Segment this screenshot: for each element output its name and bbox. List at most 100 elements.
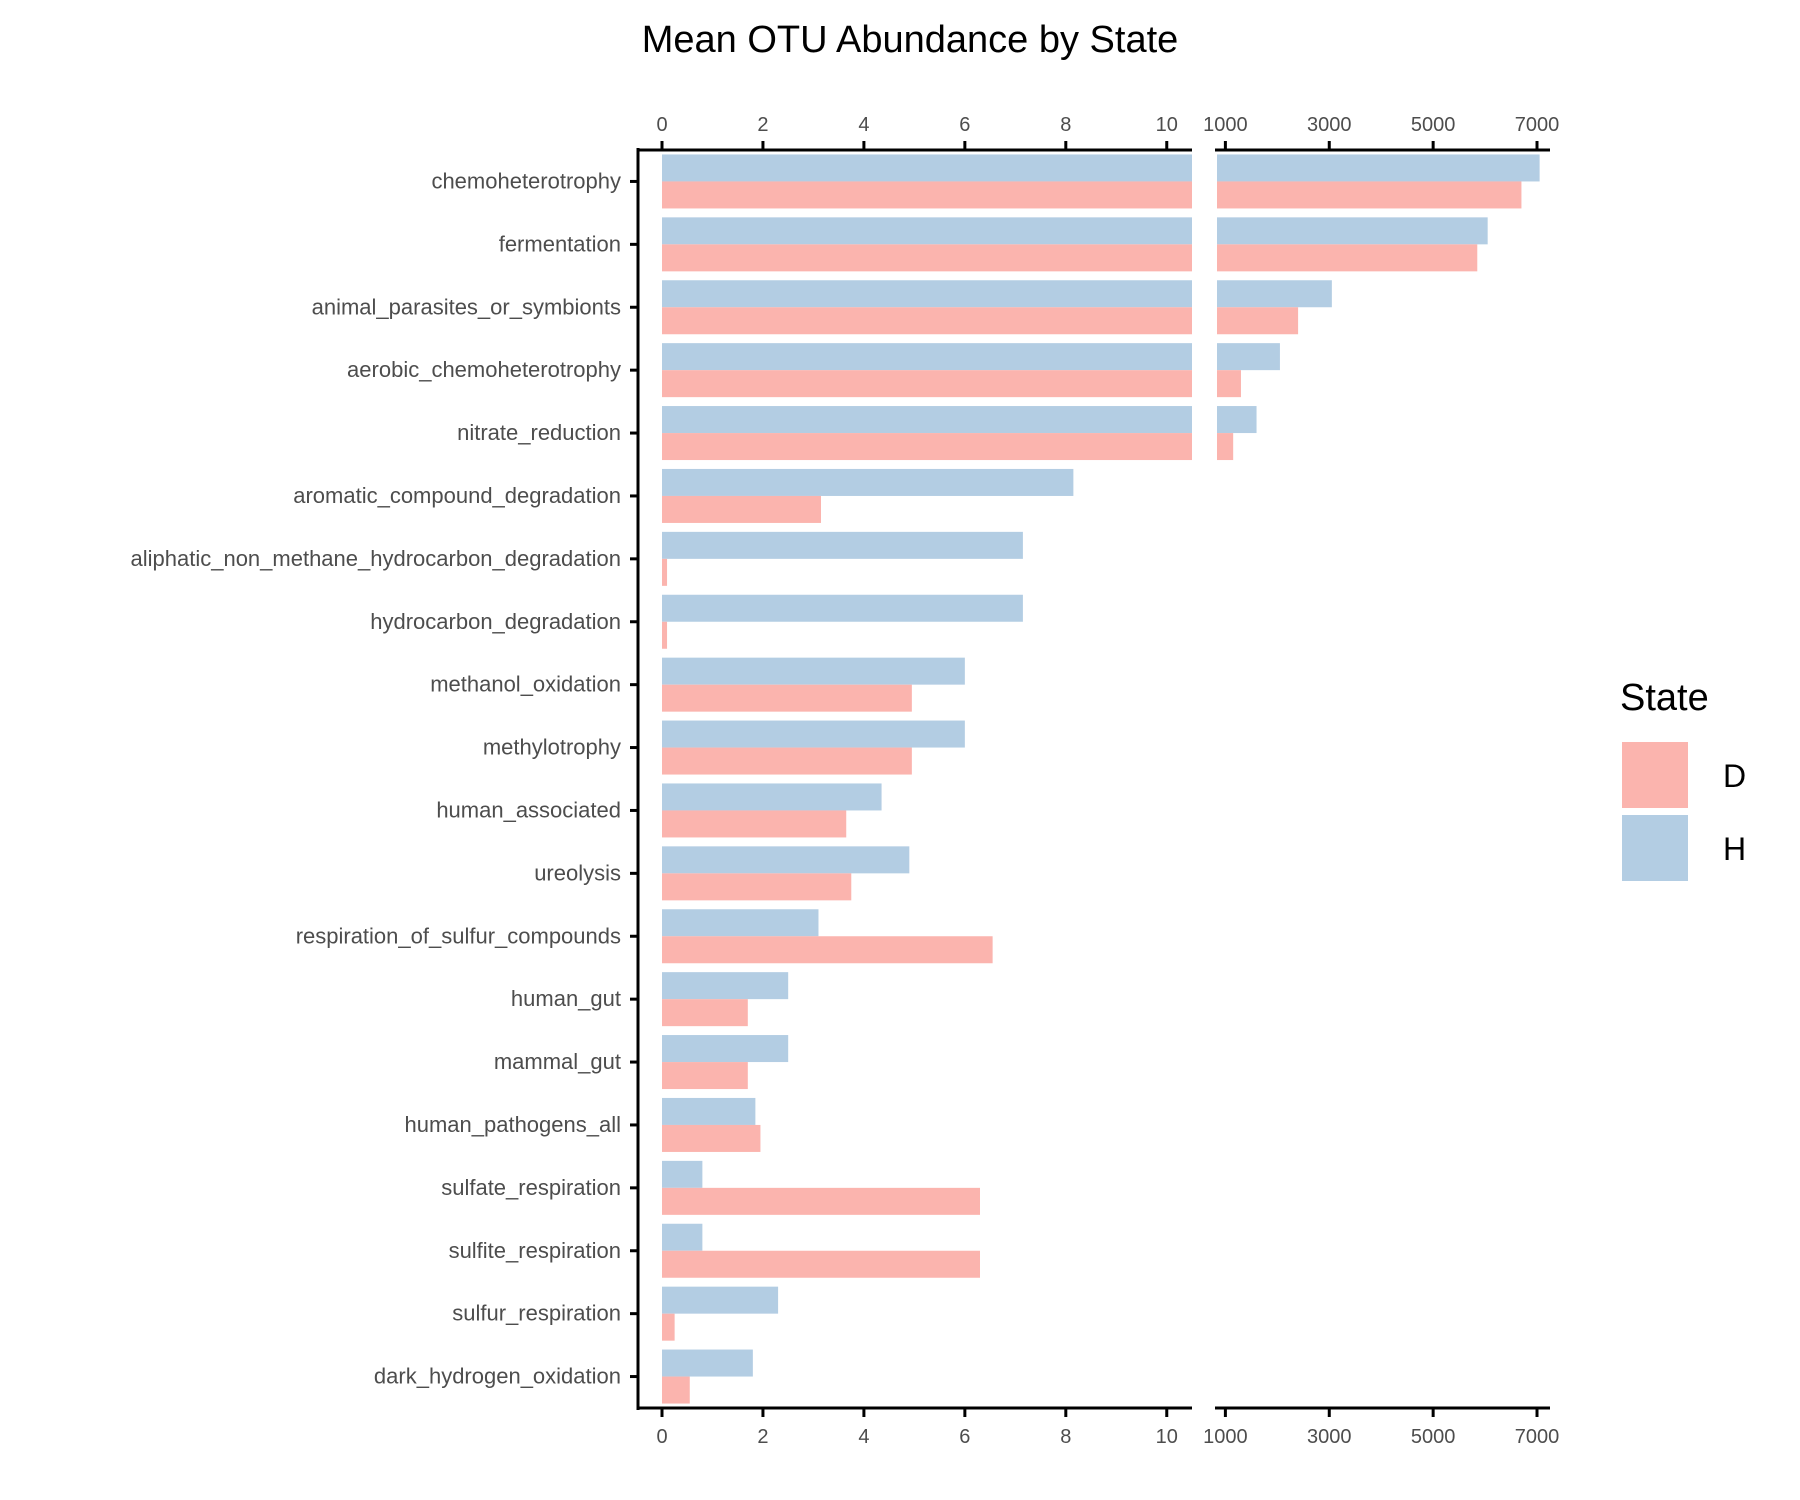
bar-d-aromatic-compound-degradation xyxy=(662,495,821,523)
bar-h-fermentation-upper xyxy=(1217,217,1488,245)
bar-h-ureolysis xyxy=(662,846,910,874)
bar-h-human-pathogens-all xyxy=(662,1097,756,1125)
bar-h-nitrate-reduction-upper xyxy=(1217,406,1257,434)
legend-swatch-d xyxy=(1622,742,1688,808)
bar-h-methylotrophy xyxy=(662,720,965,748)
bar-h-sulfate-respiration xyxy=(662,1160,703,1188)
bar-d-fermentation-upper xyxy=(1217,244,1478,272)
x-tick-label: 5000 xyxy=(1411,1426,1456,1448)
x-tick-label: 2 xyxy=(757,114,768,136)
bar-h-methanol-oxidation xyxy=(662,657,965,685)
x-tick-label: 1000 xyxy=(1203,1426,1248,1448)
x-tick-label: 10 xyxy=(1156,114,1178,136)
bar-d-animal-parasites-or-symbionts-upper xyxy=(1217,307,1299,335)
bar-h-human-associated xyxy=(662,783,882,811)
x-tick-label: 8 xyxy=(1060,114,1071,136)
category-label: chemoheterotrophy xyxy=(431,168,621,193)
legend-label-h: H xyxy=(1723,831,1746,867)
category-label: mammal_gut xyxy=(494,1049,621,1074)
bar-h-dark-hydrogen-oxidation xyxy=(662,1349,753,1377)
category-label: respiration_of_sulfur_compounds xyxy=(296,923,621,948)
bar-d-chemoheterotrophy-lower xyxy=(662,181,1192,209)
x-tick-label: 4 xyxy=(858,114,869,136)
category-label: sulfur_respiration xyxy=(452,1301,621,1326)
bar-h-aerobic-chemoheterotrophy-lower xyxy=(662,343,1192,371)
category-label: sulfate_respiration xyxy=(441,1175,621,1200)
bar-h-human-gut xyxy=(662,972,789,1000)
bar-d-fermentation-lower xyxy=(662,244,1192,272)
bar-d-aerobic-chemoheterotrophy-lower xyxy=(662,370,1192,398)
bar-d-human-pathogens-all xyxy=(662,1124,761,1152)
bar-h-aerobic-chemoheterotrophy-upper xyxy=(1217,343,1280,371)
bar-d-methylotrophy xyxy=(662,747,912,775)
category-label: aliphatic_non_methane_hydrocarbon_degrad… xyxy=(131,546,622,571)
bar-h-fermentation-lower xyxy=(662,217,1192,245)
x-tick-label: 1000 xyxy=(1203,114,1248,136)
bar-d-human-associated xyxy=(662,810,847,838)
bar-h-hydrocarbon-degradation xyxy=(662,594,1023,622)
x-tick-label: 8 xyxy=(1060,1426,1071,1448)
category-label: nitrate_reduction xyxy=(457,420,621,445)
x-tick-label: 6 xyxy=(959,114,970,136)
bar-h-aromatic-compound-degradation xyxy=(662,468,1074,496)
chart-title: Mean OTU Abundance by State xyxy=(642,19,1179,61)
bar-d-ureolysis xyxy=(662,873,852,901)
bar-d-sulfur-respiration xyxy=(662,1313,675,1341)
category-label: fermentation xyxy=(499,231,621,256)
category-label: ureolysis xyxy=(534,860,621,885)
bar-d-nitrate-reduction-lower xyxy=(662,433,1192,461)
x-tick-label: 7000 xyxy=(1515,1426,1560,1448)
bar-h-nitrate-reduction-lower xyxy=(662,406,1192,434)
category-label: sulfite_respiration xyxy=(449,1238,621,1263)
bar-h-aliphatic-non-methane-hydrocarbon-degradation xyxy=(662,531,1023,559)
x-tick-label: 2 xyxy=(757,1426,768,1448)
bar-h-chemoheterotrophy-upper xyxy=(1217,154,1540,182)
x-tick-label: 0 xyxy=(656,114,667,136)
x-tick-label: 6 xyxy=(959,1426,970,1448)
bar-d-nitrate-reduction-upper xyxy=(1217,433,1234,461)
legend-swatch-h xyxy=(1622,815,1688,881)
category-label: methanol_oxidation xyxy=(430,672,621,697)
x-tick-label: 7000 xyxy=(1515,114,1560,136)
bar-d-sulfite-respiration xyxy=(662,1250,980,1278)
x-tick-label: 10 xyxy=(1156,1426,1178,1448)
bar-d-hydrocarbon-degradation xyxy=(662,621,668,649)
category-label: human_pathogens_all xyxy=(404,1112,621,1137)
category-label: aromatic_compound_degradation xyxy=(293,483,621,508)
bar-d-aliphatic-non-methane-hydrocarbon-degradation xyxy=(662,558,668,586)
category-label: methylotrophy xyxy=(483,735,621,760)
bar-h-animal-parasites-or-symbionts-lower xyxy=(662,280,1192,308)
bar-h-respiration-of-sulfur-compounds xyxy=(662,909,819,937)
bar-h-sulfur-respiration xyxy=(662,1286,779,1314)
category-label: human_associated xyxy=(436,797,621,822)
x-tick-label: 5000 xyxy=(1411,114,1456,136)
bar-d-chemoheterotrophy-upper xyxy=(1217,181,1522,209)
category-label: dark_hydrogen_oxidation xyxy=(374,1364,621,1389)
x-tick-label: 3000 xyxy=(1307,1426,1352,1448)
bar-h-sulfite-respiration xyxy=(662,1223,703,1251)
category-labels: chemoheterotrophy fermentation animal_para… xyxy=(131,168,622,1388)
bar-h-mammal-gut xyxy=(662,1035,789,1063)
bar-d-methanol-oxidation xyxy=(662,684,912,712)
bar-d-animal-parasites-or-symbionts-lower xyxy=(662,307,1192,335)
legend-title: State xyxy=(1620,677,1709,719)
legend: State D H xyxy=(1620,677,1746,881)
category-label: hydrocarbon_degradation xyxy=(370,609,621,634)
category-label: aerobic_chemoheterotrophy xyxy=(347,357,621,382)
x-tick-label: 0 xyxy=(656,1426,667,1448)
legend-label-d: D xyxy=(1723,758,1746,794)
bar-d-respiration-of-sulfur-compounds xyxy=(662,936,993,964)
bar-d-human-gut xyxy=(662,999,748,1027)
axes-layer: 0 2 4 6 8 10 1000 3000 5000 7000 0 2 4 6 8 10 1000 3000 50… xyxy=(630,114,1559,1448)
category-label: animal_parasites_or_symbionts xyxy=(312,294,621,319)
x-tick-label: 4 xyxy=(858,1426,869,1448)
category-label: human_gut xyxy=(511,986,621,1011)
x-tick-label: 3000 xyxy=(1307,114,1352,136)
bar-d-mammal-gut xyxy=(662,1062,748,1090)
bars-layer xyxy=(662,154,1540,1404)
bar-d-dark-hydrogen-oxidation xyxy=(662,1376,690,1404)
bar-d-aerobic-chemoheterotrophy-upper xyxy=(1217,370,1241,398)
bar-h-animal-parasites-or-symbionts-upper xyxy=(1217,280,1332,308)
bar-h-chemoheterotrophy-lower xyxy=(662,154,1192,182)
